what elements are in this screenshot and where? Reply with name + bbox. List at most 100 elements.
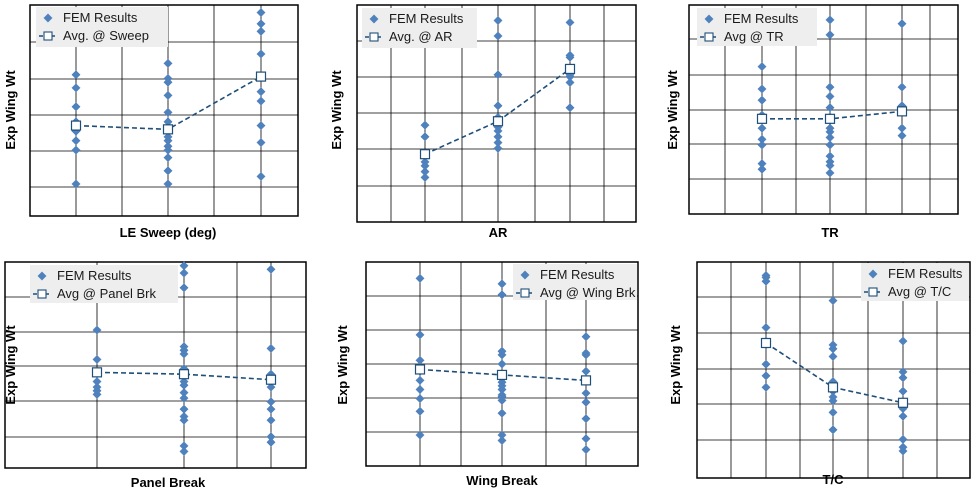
legend-avg-label: Avg @ T/C <box>888 284 951 299</box>
fem-point <box>163 107 173 117</box>
legend-avg-square-icon <box>520 288 530 298</box>
x-axis-label: TR <box>821 225 839 240</box>
legend-fem-icon <box>43 13 53 23</box>
legend-box <box>30 265 178 303</box>
avg-point <box>91 367 103 378</box>
fem-point <box>757 62 767 72</box>
chart-panel-2: FEM Results Avg. @ AR Exp Wing Wt AR <box>329 4 637 240</box>
fem-point <box>256 26 266 36</box>
avg-line <box>96 371 272 381</box>
fem-point <box>898 411 908 421</box>
fem-point <box>71 179 81 189</box>
legend-fem-label: FEM Results <box>888 266 963 281</box>
y-axis-label: Exp Wing Wt <box>668 325 683 405</box>
avg-point <box>760 337 772 349</box>
fem-point <box>256 7 266 18</box>
fem-point <box>497 279 507 289</box>
fem-point <box>92 389 102 399</box>
fem-point <box>163 166 173 176</box>
fem-point <box>415 375 425 385</box>
legend-fem-label: FEM Results <box>63 10 138 25</box>
fem-point <box>179 283 189 293</box>
fem-point <box>581 434 591 444</box>
legend-fem-label: FEM Results <box>389 11 464 26</box>
avg-point <box>492 116 504 127</box>
legend-fem-label: FEM Results <box>57 268 132 283</box>
fem-point <box>757 84 767 94</box>
fem-point <box>256 49 266 59</box>
fem-point <box>825 103 835 113</box>
fem-point <box>757 95 767 105</box>
legend-avg-square-icon <box>37 289 47 299</box>
x-axis-label: Wing Break <box>466 473 538 488</box>
avg-point <box>70 120 82 131</box>
avg-point <box>897 397 909 408</box>
legend-avg-square-icon <box>868 287 878 297</box>
fem-point <box>497 350 507 360</box>
x-axis-label: Panel Break <box>131 475 206 490</box>
avg-point <box>827 382 839 393</box>
fem-point <box>256 171 266 181</box>
fem-point <box>761 323 771 333</box>
y-axis-label: Exp Wing Wt <box>335 325 350 405</box>
fem-point <box>497 359 507 369</box>
fem-point <box>179 268 189 278</box>
fem-point <box>825 15 835 25</box>
fem-point <box>71 145 81 155</box>
avg-point <box>265 374 277 385</box>
legend-avg-label: Avg @ Wing Brk <box>540 285 636 300</box>
legend-fem-icon <box>868 269 878 279</box>
fem-point <box>179 446 189 456</box>
fem-point <box>828 425 838 435</box>
chart-panel-6: FEM Results Avg @ T/C Exp Wing Wt T/C <box>668 261 971 487</box>
fem-point <box>497 435 507 446</box>
chart-panel-3: FEM Results Avg @ TR Exp Wing Wt TR <box>665 4 959 240</box>
x-axis-label: LE Sweep (deg) <box>120 225 217 240</box>
fem-point <box>163 58 173 68</box>
legend-fem-icon <box>37 271 47 281</box>
fem-point <box>266 343 276 353</box>
fem-point <box>761 371 771 381</box>
fem-point <box>825 82 835 92</box>
legend-avg-label: Avg @ Panel Brk <box>57 286 156 301</box>
fem-point <box>179 349 189 359</box>
fem-point <box>420 172 430 182</box>
fem-point <box>92 325 102 335</box>
fem-point <box>565 77 575 88</box>
fem-point <box>420 132 430 142</box>
fem-point <box>493 101 503 111</box>
y-axis-label: Exp Wing Wt <box>3 325 18 405</box>
fem-point <box>420 120 430 130</box>
fem-point <box>828 351 838 362</box>
fem-point <box>493 15 503 26</box>
avg-point <box>564 63 576 75</box>
avg-point <box>414 364 426 375</box>
legend-avg-label: Avg. @ AR <box>389 29 453 44</box>
fem-point <box>163 153 173 163</box>
fem-point <box>71 83 81 93</box>
fem-point <box>415 394 425 404</box>
fem-point <box>266 437 276 447</box>
fem-point <box>828 407 838 417</box>
fem-point <box>497 395 507 405</box>
chart-panel-1: FEM Results Avg. @ Sweep Exp Wing Wt LE Swe… <box>3 4 299 240</box>
avg-point <box>896 106 908 117</box>
fem-point <box>757 164 767 174</box>
legend-box <box>513 264 637 300</box>
legend-avg-square-icon <box>369 32 379 42</box>
fem-point <box>757 123 767 133</box>
fem-point <box>898 446 908 456</box>
fem-point <box>825 30 835 40</box>
legend-fem-label: FEM Results <box>724 11 799 26</box>
fem-point <box>415 384 425 395</box>
fem-point <box>266 415 276 425</box>
fem-point <box>581 397 591 407</box>
fem-point <box>825 91 835 101</box>
y-axis-label: Exp Wing Wt <box>3 70 18 150</box>
fem-point <box>493 143 503 153</box>
fem-point <box>415 330 425 340</box>
fem-point <box>256 96 266 106</box>
fem-point <box>71 136 81 146</box>
fem-point <box>256 137 266 148</box>
